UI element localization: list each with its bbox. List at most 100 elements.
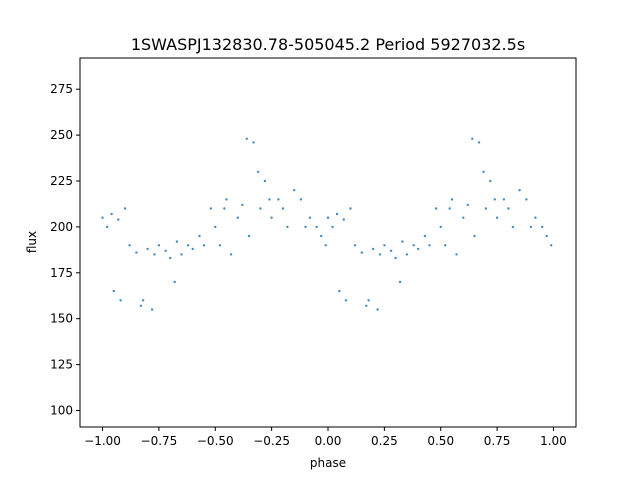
data-point <box>423 234 427 238</box>
y-tick-label: 250 <box>50 128 73 142</box>
data-point <box>444 244 447 247</box>
data-point <box>299 198 303 201</box>
data-point <box>252 141 255 144</box>
data-point <box>450 198 454 201</box>
data-point <box>198 234 201 238</box>
x-tick-label: 0.25 <box>371 434 398 448</box>
data-point <box>101 216 104 219</box>
data-point <box>342 218 345 221</box>
data-point <box>448 207 451 210</box>
data-point <box>139 304 143 307</box>
data-point <box>502 198 506 201</box>
x-tick-label: −0.75 <box>141 434 178 448</box>
data-point <box>489 179 492 183</box>
data-point <box>529 225 533 229</box>
data-point <box>376 308 379 311</box>
data-point <box>326 216 330 219</box>
data-point <box>277 198 280 201</box>
data-point <box>349 207 352 210</box>
data-point <box>335 212 339 216</box>
x-tick-label: 0.50 <box>427 434 454 448</box>
y-tick-label: 125 <box>50 358 73 372</box>
data-point <box>256 170 260 173</box>
data-point <box>259 207 262 210</box>
data-point <box>477 141 481 144</box>
y-tick-label: 275 <box>50 82 73 96</box>
data-point <box>112 289 116 293</box>
x-axis: −1.00 −0.75 −0.50 −0.25 0.00 0.25 0.50 0.75 1.00 <box>84 427 567 448</box>
data-point <box>245 137 248 140</box>
data-point <box>175 240 179 243</box>
data-point <box>324 244 327 247</box>
data-point <box>338 289 341 293</box>
data-point <box>146 247 149 251</box>
data-point <box>268 198 271 201</box>
data-point <box>439 225 442 229</box>
data-point <box>371 247 375 251</box>
data-point <box>169 256 172 260</box>
chart-title: 1SWASPJ132830.78-505045.2 Period 5927032… <box>131 35 525 54</box>
data-point <box>247 234 251 238</box>
y-axis: 100 125 150 175 200 225 250 275 <box>50 82 80 417</box>
data-point <box>286 225 289 229</box>
data-point <box>236 216 239 219</box>
data-point <box>550 244 553 247</box>
data-point <box>378 253 382 256</box>
x-axis-label: phase <box>310 456 346 470</box>
data-point <box>191 247 194 251</box>
data-point <box>482 170 485 173</box>
data-point <box>534 216 537 219</box>
data-point <box>119 299 122 302</box>
x-tick-label: 0.00 <box>315 434 342 448</box>
data-point <box>315 225 318 229</box>
data-point <box>428 244 431 247</box>
data-point <box>462 216 465 219</box>
data-point <box>263 179 267 183</box>
data-point <box>518 189 521 192</box>
x-tick-label: −0.50 <box>197 434 234 448</box>
data-point <box>383 244 386 247</box>
data-point <box>320 234 323 238</box>
data-point <box>398 280 402 284</box>
data-point <box>360 251 363 254</box>
data-point <box>367 299 370 302</box>
y-tick-label: 150 <box>50 312 73 326</box>
data-point <box>507 207 510 210</box>
y-tick-label: 175 <box>50 266 73 280</box>
data-point <box>128 244 131 247</box>
data-point <box>180 253 183 256</box>
data-point <box>545 234 548 238</box>
data-point <box>150 308 154 311</box>
y-tick-label: 200 <box>50 220 73 234</box>
data-point <box>473 234 476 238</box>
data-point <box>157 244 161 247</box>
data-point <box>123 207 127 210</box>
data-point <box>293 189 296 192</box>
data-point <box>511 225 515 229</box>
data-point <box>105 225 109 229</box>
data-point <box>304 225 307 229</box>
data-point <box>331 225 334 229</box>
x-tick-label: −0.25 <box>253 434 290 448</box>
data-point <box>405 253 409 256</box>
x-tick-label: 1.00 <box>540 434 567 448</box>
data-points <box>101 137 553 311</box>
data-point <box>344 299 348 302</box>
data-point <box>435 207 438 210</box>
y-axis-label: flux <box>25 231 39 253</box>
data-point <box>164 249 167 252</box>
data-point <box>135 251 138 254</box>
data-point <box>365 304 368 307</box>
data-point <box>308 216 312 219</box>
data-point <box>412 244 415 247</box>
data-point <box>117 218 120 221</box>
data-point <box>493 198 496 201</box>
data-point <box>484 207 487 210</box>
data-point <box>110 212 113 216</box>
data-point <box>202 244 206 247</box>
data-point <box>389 249 393 252</box>
data-point <box>214 225 217 229</box>
data-point <box>471 137 474 140</box>
